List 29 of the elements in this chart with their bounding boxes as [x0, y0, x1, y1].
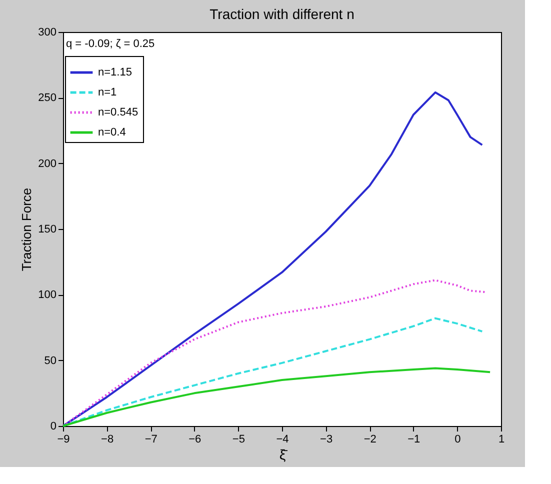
x-tick-label: −8 — [101, 434, 114, 446]
y-axis-title: Traction Force — [19, 188, 34, 272]
legend-label: n=1 — [98, 86, 117, 98]
legend-label: n=1.15 — [98, 66, 132, 78]
x-axis-title: ξ̄ — [279, 446, 288, 462]
x-tick-label: −4 — [276, 434, 289, 446]
chart-title: Traction with different n — [210, 6, 354, 22]
y-tick-label: 200 — [38, 158, 56, 170]
x-tick-label: 1 — [498, 434, 505, 446]
line-series — [62, 279, 486, 427]
y-tick-label: 0 — [50, 420, 56, 432]
y-tick-label: 250 — [38, 92, 56, 104]
legend-label: n=0.4 — [98, 126, 126, 138]
x-tick-label: 0 — [454, 434, 461, 446]
y-tick-label: 100 — [38, 289, 56, 302]
x-tick-label: −9 — [57, 434, 70, 446]
line-series — [62, 317, 484, 427]
x-tick-label: −5 — [232, 434, 245, 446]
y-tick-label: 50 — [44, 354, 56, 367]
legend-label: n=0.545 — [98, 106, 138, 118]
x-tick-label: −2 — [364, 434, 376, 446]
y-tick-label: 150 — [38, 224, 56, 236]
line-series — [62, 367, 492, 427]
x-tick-label: −3 — [320, 434, 333, 446]
x-tick-label: −7 — [144, 434, 158, 446]
y-tick-label: 300 — [38, 26, 56, 38]
x-tick-label: −6 — [188, 434, 202, 446]
annotation: q = -0.09; ζ = 0.25 — [66, 38, 155, 50]
x-tick-label: −1 — [408, 434, 420, 446]
